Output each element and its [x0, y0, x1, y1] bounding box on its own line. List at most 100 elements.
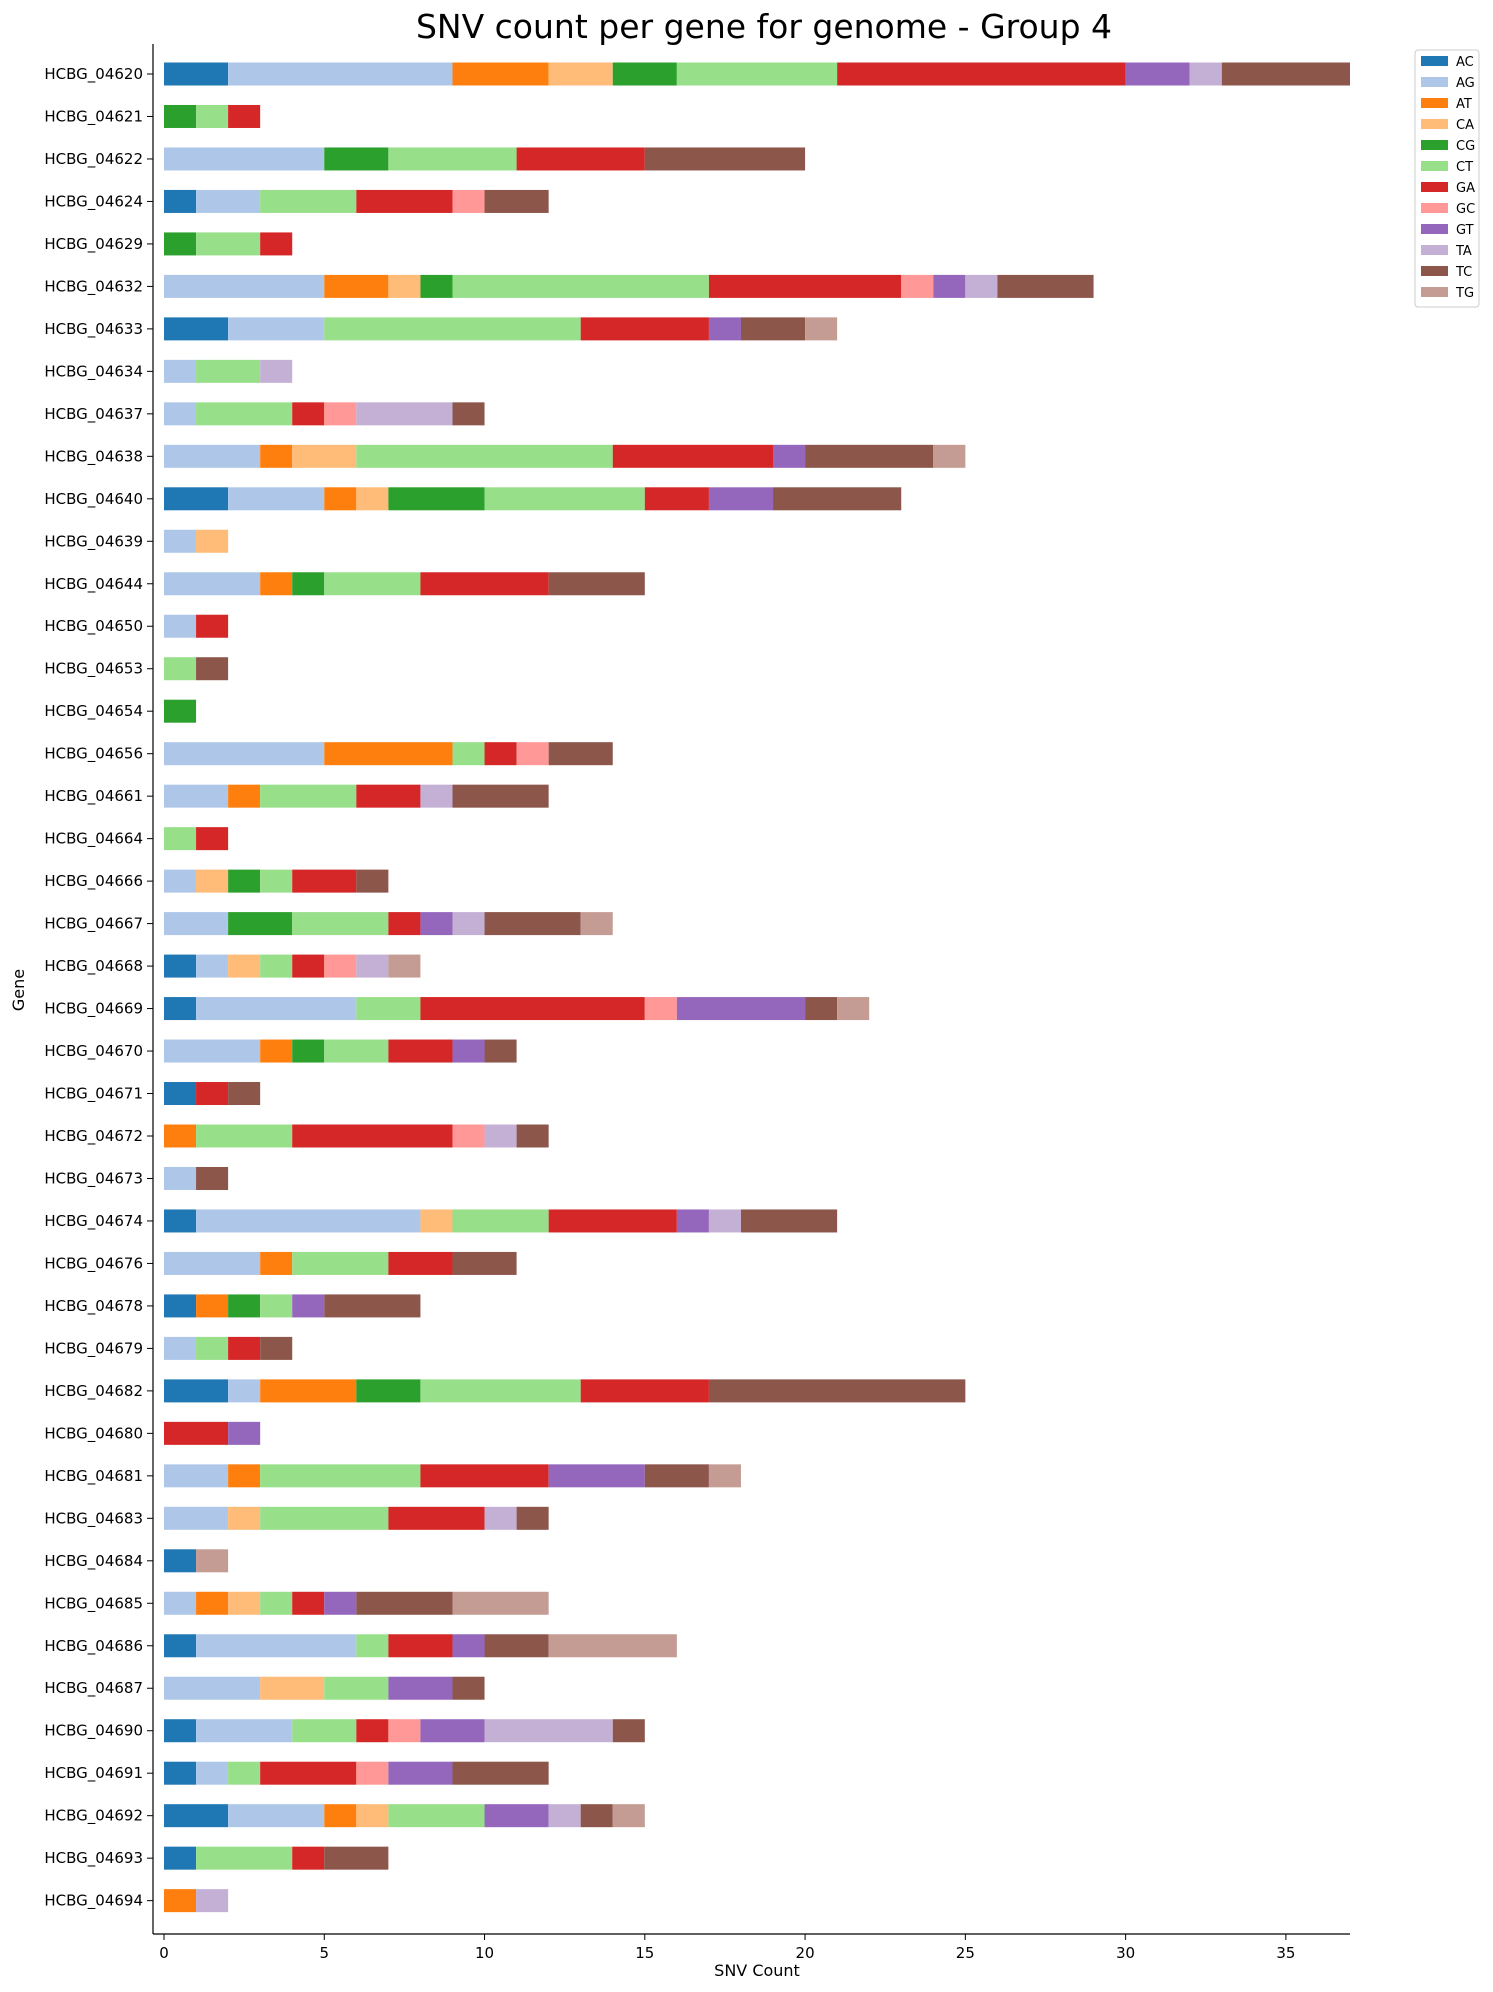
bar-segment-AG-HCBG_04673 — [164, 1166, 197, 1190]
y-tick-label: HCBG_04664 — [44, 830, 143, 849]
bar-segment-GT-HCBG_04620 — [1125, 62, 1190, 86]
legend-label-CG: CG — [1456, 139, 1475, 154]
y-tick-label: HCBG_04670 — [44, 1042, 143, 1061]
bar-segment-AC-HCBG_04686 — [164, 1634, 197, 1658]
bar-segment-TC-HCBG_04672 — [516, 1124, 549, 1148]
bar-segment-AG-HCBG_04679 — [164, 1336, 197, 1360]
legend-label-TG: TG — [1455, 286, 1474, 301]
bar-segment-CT-HCBG_04653 — [164, 657, 197, 681]
bar-segment-GA-HCBG_04671 — [196, 1082, 229, 1106]
bar-segment-AG-HCBG_04622 — [164, 147, 325, 171]
bar-segment-TC-HCBG_04687 — [452, 1676, 485, 1700]
legend-label-GA: GA — [1456, 181, 1475, 196]
y-tick-label: HCBG_04692 — [44, 1807, 143, 1826]
bar-segment-TA-HCBG_04667 — [452, 912, 485, 936]
bar-segment-AC-HCBG_04640 — [164, 487, 229, 511]
bar-segment-AG-HCBG_04638 — [164, 444, 261, 468]
x-tick-label: 30 — [1116, 1944, 1135, 1962]
bar-segment-AC-HCBG_04678 — [164, 1294, 197, 1318]
bar-segment-TG-HCBG_04692 — [612, 1804, 645, 1828]
bar-segment-CA-HCBG_04687 — [260, 1676, 325, 1700]
bar-segment-TA-HCBG_04668 — [356, 954, 389, 978]
bar-segment-GT-HCBG_04690 — [420, 1719, 485, 1743]
legend-label-TC: TC — [1455, 265, 1472, 280]
legend-label-GT: GT — [1456, 223, 1474, 238]
bar-segment-AT-HCBG_04676 — [260, 1251, 293, 1275]
bar-segment-TA-HCBG_04690 — [484, 1719, 613, 1743]
bar-segment-AT-HCBG_04620 — [452, 62, 549, 86]
bar-segment-AG-HCBG_04692 — [228, 1804, 325, 1828]
bar-segment-TG-HCBG_04685 — [452, 1591, 549, 1615]
bar-segment-CA-HCBG_04638 — [292, 444, 357, 468]
bar-segment-CA-HCBG_04692 — [356, 1804, 389, 1828]
y-tick-label: HCBG_04620 — [44, 65, 143, 84]
bar-segment-GA-HCBG_04674 — [548, 1209, 677, 1233]
bar-segment-CT-HCBG_04644 — [324, 572, 421, 596]
bar-segment-AC-HCBG_04633 — [164, 317, 229, 341]
y-tick-label: HCBG_04687 — [44, 1679, 143, 1698]
bar-segment-GA-HCBG_04656 — [484, 742, 517, 766]
y-tick-label: HCBG_04632 — [44, 277, 143, 296]
bar-segment-TA-HCBG_04661 — [420, 784, 453, 808]
bar-segment-GA-HCBG_04676 — [388, 1251, 453, 1275]
bar-segment-GA-HCBG_04681 — [420, 1464, 549, 1488]
y-tick-label: HCBG_04694 — [44, 1892, 143, 1911]
bar-segment-AG-HCBG_04624 — [196, 189, 261, 213]
bar-segment-AG-HCBG_04661 — [164, 784, 229, 808]
bar-segment-CT-HCBG_04661 — [260, 784, 357, 808]
y-tick-label: HCBG_04674 — [44, 1212, 143, 1231]
bar-segment-TC-HCBG_04661 — [452, 784, 549, 808]
bar-segment-AC-HCBG_04682 — [164, 1379, 229, 1403]
bar-segment-AC-HCBG_04671 — [164, 1082, 197, 1106]
bar-segment-TC-HCBG_04669 — [805, 997, 838, 1021]
legend-label-AT: AT — [1456, 97, 1472, 112]
bar-segment-CT-HCBG_04621 — [196, 104, 229, 128]
bar-segment-AG-HCBG_04650 — [164, 614, 197, 638]
bar-segment-CG-HCBG_04667 — [228, 912, 293, 936]
legend-label-GC: GC — [1456, 202, 1475, 217]
bar-segment-CG-HCBG_04654 — [164, 699, 197, 723]
bar-segment-AG-HCBG_04687 — [164, 1676, 261, 1700]
bar-segment-TC-HCBG_04670 — [484, 1039, 517, 1063]
legend-swatch-AT — [1421, 98, 1448, 108]
bar-segment-CT-HCBG_04672 — [196, 1124, 293, 1148]
bar-segment-AT-HCBG_04632 — [324, 274, 389, 298]
bar-segment-AT-HCBG_04682 — [260, 1379, 357, 1403]
bar-segment-CT-HCBG_04666 — [260, 869, 293, 893]
bar-segment-TC-HCBG_04693 — [324, 1846, 389, 1870]
bar-segment-TC-HCBG_04637 — [452, 402, 485, 426]
bar-segment-TG-HCBG_04686 — [548, 1634, 677, 1658]
bar-segment-CG-HCBG_04678 — [228, 1294, 261, 1318]
bar-segment-CT-HCBG_04667 — [292, 912, 389, 936]
legend-frame — [1414, 49, 1480, 308]
bar-segment-TC-HCBG_04673 — [196, 1166, 229, 1190]
bar-segment-CT-HCBG_04687 — [324, 1676, 389, 1700]
bar-segment-TA-HCBG_04674 — [708, 1209, 741, 1233]
y-tick-label: HCBG_04680 — [44, 1424, 143, 1443]
y-tick-label: HCBG_04637 — [44, 405, 143, 424]
bar-segment-TG-HCBG_04668 — [388, 954, 421, 978]
bar-segment-GC-HCBG_04669 — [644, 997, 677, 1021]
bar-segment-CA-HCBG_04674 — [420, 1209, 453, 1233]
bar-segment-AG-HCBG_04676 — [164, 1251, 261, 1275]
y-tick-label: HCBG_04684 — [44, 1552, 143, 1571]
bar-segment-AT-HCBG_04672 — [164, 1124, 197, 1148]
bar-segment-GT-HCBG_04681 — [548, 1464, 645, 1488]
bar-segment-GC-HCBG_04672 — [452, 1124, 485, 1148]
bar-segment-TC-HCBG_04622 — [644, 147, 806, 171]
bar-segment-GA-HCBG_04624 — [356, 189, 453, 213]
bar-segment-CT-HCBG_04692 — [388, 1804, 485, 1828]
bar-segment-CG-HCBG_04620 — [612, 62, 677, 86]
bar-segment-TC-HCBG_04656 — [548, 742, 613, 766]
bar-segment-AG-HCBG_04634 — [164, 359, 197, 383]
bar-segment-AC-HCBG_04669 — [164, 997, 197, 1021]
y-tick-label: HCBG_04654 — [44, 702, 143, 721]
bar-segment-GT-HCBG_04633 — [708, 317, 741, 341]
x-axis-label: SNV Count — [714, 1961, 800, 1980]
y-tick-label: HCBG_04682 — [44, 1382, 143, 1401]
y-tick-label: HCBG_04681 — [44, 1467, 143, 1486]
y-tick-label: HCBG_04669 — [44, 1000, 143, 1019]
bar-segment-TC-HCBG_04640 — [773, 487, 902, 511]
bar-segment-GA-HCBG_04672 — [292, 1124, 453, 1148]
legend-label-CT: CT — [1456, 160, 1473, 175]
